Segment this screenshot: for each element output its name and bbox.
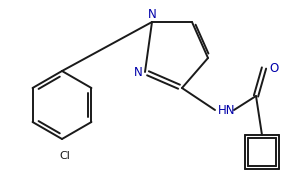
Text: N: N (134, 66, 142, 78)
Text: Cl: Cl (60, 151, 70, 161)
Text: O: O (269, 61, 278, 74)
Text: HN: HN (218, 104, 235, 116)
Text: N: N (148, 8, 156, 21)
